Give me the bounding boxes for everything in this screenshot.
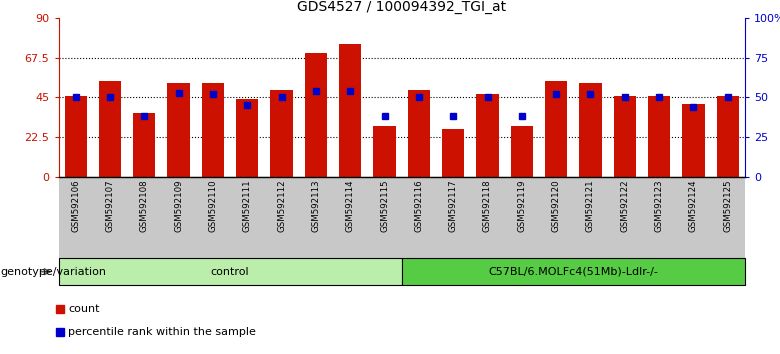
Bar bbox=[648, 96, 670, 177]
Text: GSM592120: GSM592120 bbox=[551, 179, 561, 232]
Bar bbox=[614, 96, 636, 177]
Text: GSM592111: GSM592111 bbox=[243, 179, 252, 232]
Text: percentile rank within the sample: percentile rank within the sample bbox=[69, 327, 256, 337]
Text: GSM592122: GSM592122 bbox=[620, 179, 629, 232]
Bar bbox=[717, 96, 739, 177]
Bar bbox=[236, 99, 258, 177]
Bar bbox=[58, 258, 402, 285]
Text: GSM592123: GSM592123 bbox=[654, 179, 664, 232]
Text: GSM592124: GSM592124 bbox=[689, 179, 698, 232]
Text: GSM592110: GSM592110 bbox=[208, 179, 218, 232]
Bar bbox=[168, 83, 190, 177]
Bar bbox=[202, 83, 224, 177]
Text: GSM592121: GSM592121 bbox=[586, 179, 595, 232]
Text: GSM592119: GSM592119 bbox=[517, 179, 526, 232]
Bar bbox=[402, 258, 745, 285]
Text: GSM592125: GSM592125 bbox=[723, 179, 732, 232]
Text: GSM592115: GSM592115 bbox=[380, 179, 389, 232]
Text: GSM592118: GSM592118 bbox=[483, 179, 492, 232]
Text: C57BL/6.MOLFc4(51Mb)-Ldlr-/-: C57BL/6.MOLFc4(51Mb)-Ldlr-/- bbox=[488, 267, 658, 277]
Bar bbox=[305, 53, 327, 177]
Bar bbox=[339, 44, 361, 177]
Title: GDS4527 / 100094392_TGI_at: GDS4527 / 100094392_TGI_at bbox=[297, 0, 506, 14]
Text: control: control bbox=[211, 267, 250, 277]
Bar bbox=[580, 83, 601, 177]
Bar bbox=[442, 129, 464, 177]
Text: GSM592113: GSM592113 bbox=[311, 179, 321, 232]
Bar bbox=[374, 126, 395, 177]
Text: GSM592112: GSM592112 bbox=[277, 179, 286, 232]
Text: GSM592107: GSM592107 bbox=[105, 179, 115, 232]
Text: GSM592109: GSM592109 bbox=[174, 179, 183, 232]
Text: GSM592106: GSM592106 bbox=[71, 179, 80, 232]
Text: GSM592114: GSM592114 bbox=[346, 179, 355, 232]
Text: GSM592117: GSM592117 bbox=[448, 179, 458, 232]
Bar bbox=[99, 81, 121, 177]
Bar bbox=[545, 81, 567, 177]
Bar bbox=[511, 126, 533, 177]
Text: GSM592116: GSM592116 bbox=[414, 179, 424, 232]
Bar bbox=[65, 96, 87, 177]
Bar bbox=[408, 90, 430, 177]
Text: GSM592108: GSM592108 bbox=[140, 179, 149, 232]
Bar bbox=[271, 90, 292, 177]
Bar bbox=[682, 104, 704, 177]
Bar bbox=[133, 113, 155, 177]
Text: genotype/variation: genotype/variation bbox=[0, 267, 106, 277]
Bar bbox=[477, 94, 498, 177]
Text: count: count bbox=[69, 304, 100, 314]
